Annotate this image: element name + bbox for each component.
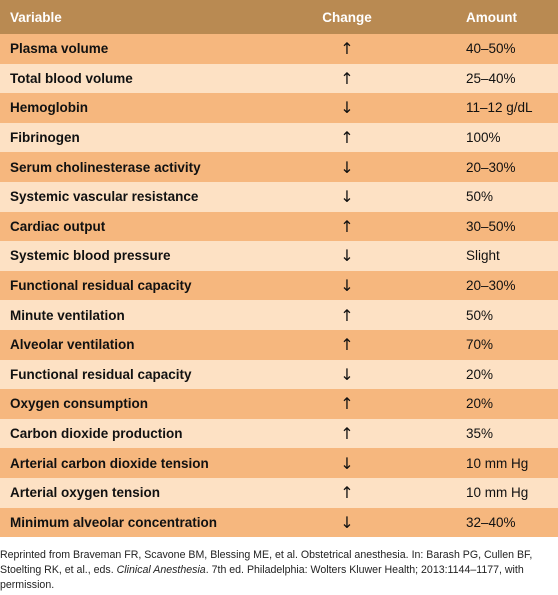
- table-row: Minute ventilation ↑ 50%: [0, 300, 558, 330]
- cell-change-arrow-icon: ↓: [258, 93, 436, 123]
- cell-variable: Arterial oxygen tension: [0, 477, 258, 508]
- table-row: Functional residual capacity ↓ 20%: [0, 359, 558, 390]
- header-amount: Amount: [436, 0, 558, 34]
- cell-change-arrow-icon: ↓: [258, 152, 436, 182]
- cell-variable: Hemoglobin: [0, 93, 258, 123]
- table-row: Hemoglobin ↓ 11–12 g/dL: [0, 93, 558, 123]
- cell-variable: Functional residual capacity: [0, 359, 258, 390]
- cell-change-arrow-icon: ↓: [258, 359, 436, 390]
- cell-change-arrow-icon: ↑: [258, 418, 436, 449]
- cell-change-arrow-icon: ↓: [258, 181, 436, 212]
- cell-amount: 10 mm Hg: [436, 477, 558, 508]
- cell-change-arrow-icon: ↓: [258, 270, 436, 301]
- header-variable: Variable: [0, 0, 258, 34]
- cell-variable: Cardiac output: [0, 211, 258, 242]
- cell-amount: 10 mm Hg: [436, 448, 558, 478]
- table-body: Plasma volume ↑ 40–50% Total blood volume ↑ 2…: [0, 34, 558, 538]
- cell-amount: 20%: [436, 359, 558, 390]
- cell-change-arrow-icon: ↑: [258, 211, 436, 242]
- source-footnote: Reprinted from Braveman FR, Scavone BM, …: [0, 548, 556, 593]
- physiologic-changes-table-container: Variable Change Amount Plasma volume ↑ 40–…: [0, 0, 558, 538]
- footnote-text-2: . 7th ed. Philadelphia: Wolters Kluwer H…: [0, 564, 524, 591]
- table-row: Cardiac output ↑ 30–50%: [0, 211, 558, 242]
- header-change: Change: [258, 0, 436, 34]
- cell-variable: Serum cholinesterase activity: [0, 152, 258, 182]
- cell-amount: 32–40%: [436, 507, 558, 538]
- cell-amount: Slight: [436, 241, 558, 271]
- table-row: Total blood volume ↑ 25–40%: [0, 63, 558, 94]
- cell-variable: Arterial carbon dioxide tension: [0, 448, 258, 478]
- table-row: Plasma volume ↑ 40–50%: [0, 34, 558, 64]
- cell-change-arrow-icon: ↑: [258, 122, 436, 153]
- table-header-row: Variable Change Amount: [0, 0, 558, 34]
- footnote-book-title: Clinical Anesthesia: [116, 564, 206, 576]
- cell-change-arrow-icon: ↑: [258, 389, 436, 419]
- cell-variable: Carbon dioxide production: [0, 418, 258, 449]
- cell-amount: 35%: [436, 418, 558, 449]
- table-row: Carbon dioxide production ↑ 35%: [0, 418, 558, 449]
- cell-variable: Plasma volume: [0, 34, 258, 64]
- cell-variable: Fibrinogen: [0, 122, 258, 153]
- cell-amount: 11–12 g/dL: [436, 93, 558, 123]
- cell-amount: 100%: [436, 122, 558, 153]
- cell-change-arrow-icon: ↑: [258, 477, 436, 508]
- table-row: Alveolar ventilation ↑ 70%: [0, 329, 558, 360]
- table-row: Arterial carbon dioxide tension ↓ 10 mm Hg: [0, 448, 558, 478]
- cell-amount: 50%: [436, 300, 558, 330]
- cell-variable: Oxygen consumption: [0, 389, 258, 419]
- cell-variable: Minute ventilation: [0, 300, 258, 330]
- cell-change-arrow-icon: ↓: [258, 448, 436, 478]
- cell-amount: 20–30%: [436, 270, 558, 301]
- cell-variable: Systemic blood pressure: [0, 241, 258, 271]
- footnote-text-1: Reprinted from Braveman FR, Scavone BM, …: [0, 549, 533, 576]
- table-row: Oxygen consumption ↑ 20%: [0, 389, 558, 419]
- cell-amount: 30–50%: [436, 211, 558, 242]
- cell-variable: Functional residual capacity: [0, 270, 258, 301]
- table-row: Systemic blood pressure ↓ Slight: [0, 241, 558, 271]
- cell-variable: Alveolar ventilation: [0, 329, 258, 360]
- table-row: Serum cholinesterase activity ↓ 20–30%: [0, 152, 558, 182]
- cell-amount: 50%: [436, 181, 558, 212]
- cell-variable: Total blood volume: [0, 63, 258, 94]
- cell-variable: Minimum alveolar concentration: [0, 507, 258, 538]
- physiologic-changes-table: Variable Change Amount Plasma volume ↑ 40–…: [0, 0, 558, 538]
- cell-amount: 20%: [436, 389, 558, 419]
- cell-amount: 25–40%: [436, 63, 558, 94]
- table-row: Minimum alveolar concentration ↓ 32–40%: [0, 507, 558, 538]
- cell-change-arrow-icon: ↑: [258, 300, 436, 330]
- cell-change-arrow-icon: ↑: [258, 329, 436, 360]
- cell-change-arrow-icon: ↓: [258, 241, 436, 271]
- cell-amount: 70%: [436, 329, 558, 360]
- cell-change-arrow-icon: ↑: [258, 34, 436, 64]
- cell-amount: 20–30%: [436, 152, 558, 182]
- cell-amount: 40–50%: [436, 34, 558, 64]
- table-row: Arterial oxygen tension ↑ 10 mm Hg: [0, 477, 558, 508]
- cell-change-arrow-icon: ↓: [258, 507, 436, 538]
- table-row: Functional residual capacity ↓ 20–30%: [0, 270, 558, 301]
- table-row: Systemic vascular resistance ↓ 50%: [0, 181, 558, 212]
- cell-variable: Systemic vascular resistance: [0, 181, 258, 212]
- cell-change-arrow-icon: ↑: [258, 63, 436, 94]
- table-row: Fibrinogen ↑ 100%: [0, 122, 558, 153]
